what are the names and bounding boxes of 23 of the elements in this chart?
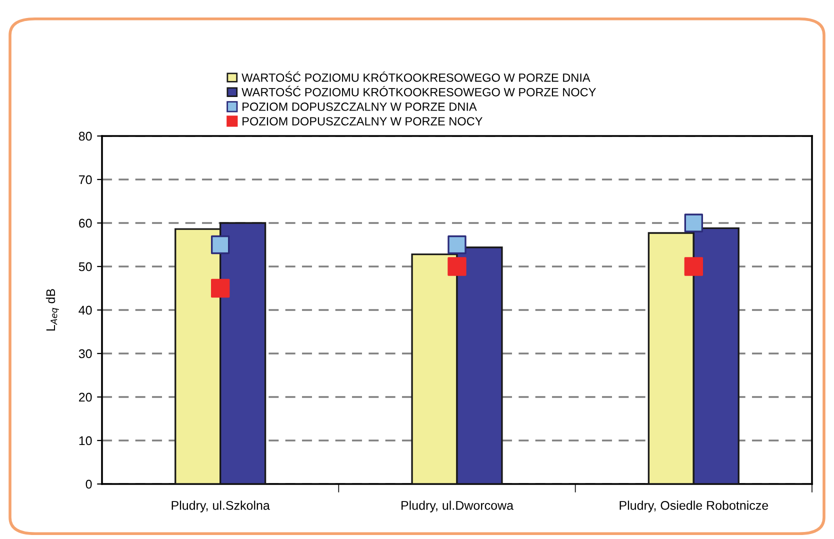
y-tick-label: 60 — [79, 218, 92, 228]
legend-label: POZIOM DOPUSZCZALNY W PORZE NOCY — [242, 117, 482, 126]
y-tick-label: 40 — [78, 306, 92, 315]
y-tick-label: 10 — [79, 436, 92, 446]
point — [684, 257, 704, 276]
legend-label: WARTOŚĆ POZIOMU KRÓTKOOKRESOWEGO W PORZE DNIA — [242, 71, 590, 82]
y-tick-label: 0 — [86, 480, 92, 489]
y-tick-label: 50 — [78, 262, 92, 272]
y-tick-label: 80 — [78, 132, 92, 141]
y-tick-label: 70 — [79, 175, 92, 184]
point — [448, 235, 466, 254]
point — [684, 214, 704, 232]
x-tick-label: Pludry, ul.Dworcowa — [402, 500, 514, 512]
y-axis-title: L$_{Aeq}$ dB — [46, 289, 59, 331]
point — [210, 235, 230, 254]
legend-label: POZIOM DOPUSZCZALNY W PORZE DNIA — [242, 102, 477, 111]
y-tick-label: 30 — [78, 349, 92, 358]
y-tick-label: 20 — [79, 392, 92, 402]
x-tick-label: Pludry, ul.Szkolna — [172, 500, 270, 512]
point — [448, 257, 466, 276]
legend-label: WARTOŚĆ POZIOMU KRÓTKOOKRESOWEGO W PORZE NOCY — [242, 86, 596, 96]
x-tick-label: Pludry, Osiedle Robotnicze — [620, 500, 768, 512]
point — [210, 278, 230, 298]
